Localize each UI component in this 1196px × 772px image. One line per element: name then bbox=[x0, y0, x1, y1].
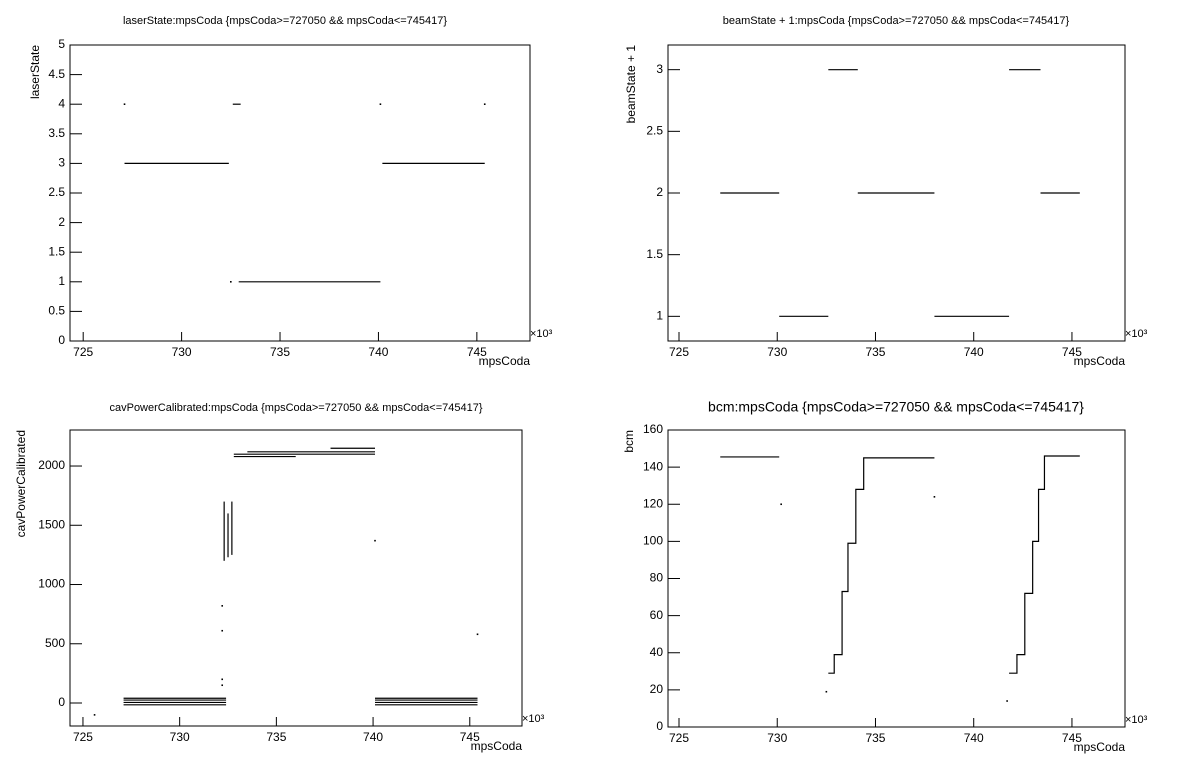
y-tick-label: 5 bbox=[58, 37, 65, 51]
data-point bbox=[123, 103, 126, 105]
plot-frame bbox=[667, 429, 1126, 728]
x-axis-label: mpsCoda bbox=[479, 354, 531, 368]
x-multiplier: ×10³ bbox=[530, 328, 553, 340]
y-tick-label: 3 bbox=[656, 62, 663, 76]
data-line bbox=[1009, 455, 1080, 674]
y-tick-label: 1 bbox=[656, 309, 663, 323]
pad: laserState:mpsCoda {mpsCoda>=727050 && m… bbox=[28, 15, 552, 368]
x-tick-label: 740 bbox=[363, 730, 383, 744]
y-tick-label: 160 bbox=[643, 422, 663, 436]
x-tick-label: 740 bbox=[964, 731, 984, 745]
data-point bbox=[93, 714, 96, 716]
x-tick-label: 745 bbox=[467, 345, 487, 359]
x-multiplier: ×10³ bbox=[1125, 714, 1148, 726]
x-multiplier: ×10³ bbox=[1125, 328, 1148, 340]
y-tick-label: 0.5 bbox=[48, 304, 65, 318]
x-tick-label: 745 bbox=[460, 730, 480, 744]
y-tick-label: 1.5 bbox=[48, 244, 65, 258]
data-point bbox=[483, 103, 486, 105]
x-tick-label: 745 bbox=[1062, 345, 1082, 359]
y-axis-label: bcm bbox=[622, 430, 636, 453]
x-axis-label: mpsCoda bbox=[471, 739, 523, 753]
y-tick-label: 120 bbox=[643, 496, 663, 510]
data-point bbox=[221, 605, 224, 607]
pad: beamState + 1:mpsCoda {mpsCoda>=727050 &… bbox=[624, 15, 1147, 368]
chart-title: beamState + 1:mpsCoda {mpsCoda>=727050 &… bbox=[723, 15, 1070, 27]
y-tick-label: 60 bbox=[650, 608, 664, 622]
data-point bbox=[374, 539, 376, 542]
data-point bbox=[221, 678, 224, 681]
y-tick-label: 2.5 bbox=[48, 185, 65, 199]
data-point bbox=[780, 503, 782, 506]
y-tick-label: 2000 bbox=[38, 458, 65, 472]
y-tick-label: 1 bbox=[58, 274, 65, 288]
x-tick-label: 740 bbox=[368, 345, 388, 359]
pad: bcm:mpsCoda {mpsCoda>=727050 && mpsCoda<… bbox=[622, 399, 1147, 754]
y-tick-label: 3.5 bbox=[48, 126, 65, 140]
chart-title: bcm:mpsCoda {mpsCoda>=727050 && mpsCoda<… bbox=[708, 399, 1084, 415]
x-tick-label: 735 bbox=[266, 730, 286, 744]
x-tick-label: 735 bbox=[865, 345, 885, 359]
data-point bbox=[221, 684, 224, 687]
data-point bbox=[933, 496, 936, 498]
y-tick-label: 4 bbox=[58, 96, 65, 110]
y-tick-label: 4.5 bbox=[48, 67, 65, 81]
data-line bbox=[828, 457, 935, 674]
x-tick-label: 730 bbox=[767, 731, 787, 745]
data-point bbox=[230, 281, 232, 283]
y-tick-label: 500 bbox=[45, 636, 65, 650]
data-point bbox=[379, 103, 382, 105]
x-tick-label: 735 bbox=[270, 345, 290, 359]
data-point bbox=[825, 690, 828, 693]
y-axis-label: beamState + 1 bbox=[624, 45, 638, 124]
chart-title: laserState:mpsCoda {mpsCoda>=727050 && m… bbox=[123, 15, 447, 27]
x-tick-label: 730 bbox=[767, 345, 787, 359]
y-tick-label: 20 bbox=[650, 682, 664, 696]
y-tick-label: 1500 bbox=[38, 517, 65, 531]
y-tick-label: 0 bbox=[58, 333, 65, 347]
x-tick-label: 735 bbox=[865, 731, 885, 745]
y-tick-label: 140 bbox=[643, 459, 663, 473]
y-tick-label: 80 bbox=[650, 571, 664, 585]
data-point bbox=[1006, 700, 1008, 702]
x-tick-label: 725 bbox=[73, 345, 93, 359]
y-axis-label: cavPowerCalibrated bbox=[14, 430, 28, 537]
y-tick-label: 100 bbox=[643, 534, 663, 548]
chart-title: cavPowerCalibrated:mpsCoda {mpsCoda>=727… bbox=[109, 402, 482, 414]
y-tick-label: 1000 bbox=[38, 577, 65, 591]
y-axis-label: laserState bbox=[28, 45, 42, 99]
y-tick-label: 2 bbox=[656, 185, 663, 199]
data-point bbox=[221, 629, 224, 632]
y-tick-label: 0 bbox=[58, 695, 65, 709]
x-axis-label: mpsCoda bbox=[1074, 740, 1126, 754]
y-tick-label: 3 bbox=[58, 156, 65, 170]
x-tick-label: 745 bbox=[1062, 731, 1082, 745]
plot-frame bbox=[69, 44, 531, 342]
x-tick-label: 725 bbox=[669, 731, 689, 745]
y-tick-label: 0 bbox=[656, 719, 663, 733]
x-tick-label: 730 bbox=[170, 730, 190, 744]
plot-frame bbox=[69, 429, 523, 727]
pad: cavPowerCalibrated:mpsCoda {mpsCoda>=727… bbox=[14, 402, 544, 753]
x-tick-label: 725 bbox=[73, 730, 93, 744]
x-multiplier: ×10³ bbox=[522, 713, 545, 725]
data-point bbox=[476, 633, 479, 636]
x-axis-label: mpsCoda bbox=[1074, 354, 1126, 368]
x-tick-label: 730 bbox=[172, 345, 192, 359]
y-tick-label: 2 bbox=[58, 215, 65, 229]
y-tick-label: 40 bbox=[650, 645, 664, 659]
y-tick-label: 2.5 bbox=[646, 124, 663, 138]
x-tick-label: 740 bbox=[964, 345, 984, 359]
y-tick-label: 1.5 bbox=[646, 247, 663, 261]
x-tick-label: 725 bbox=[669, 345, 689, 359]
